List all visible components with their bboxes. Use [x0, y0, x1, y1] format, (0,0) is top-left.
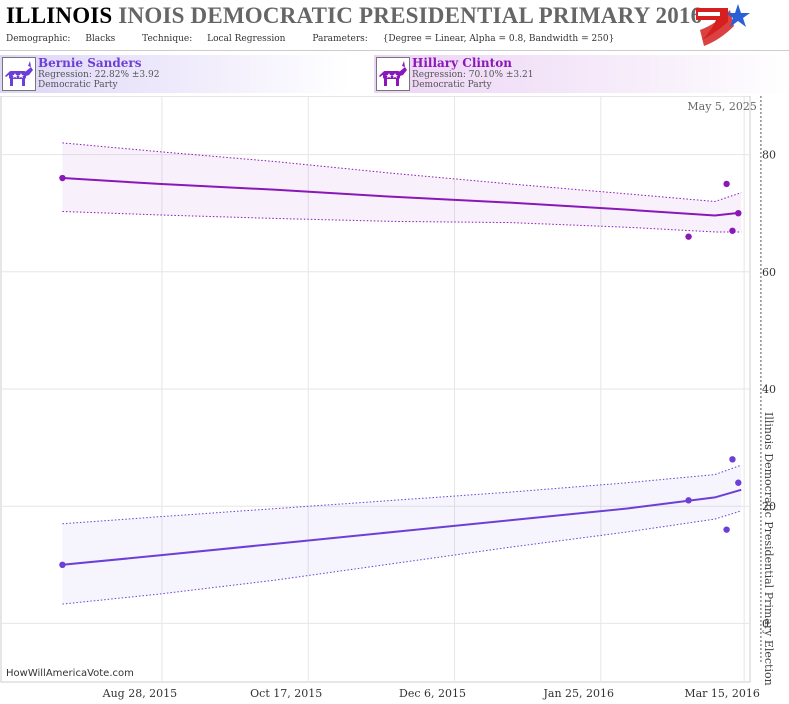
poll-point — [685, 497, 692, 504]
x-tick-label: Dec 6, 2015 — [399, 687, 466, 700]
poll-point — [729, 227, 736, 234]
title-rest: INOIS DEMOCRATIC PRESIDENTIAL PRIMARY 20… — [118, 3, 703, 28]
poll-point — [723, 180, 730, 188]
candidate-card-bg — [0, 55, 350, 93]
election-label: Illinois Democratic Presidential Primary… — [762, 412, 775, 686]
footer-site-link[interactable]: HowWillAmericaVote.com — [6, 668, 134, 679]
y-tick-label: 60 — [762, 266, 776, 279]
confidence-band — [62, 465, 742, 605]
site-logo-icon — [696, 4, 750, 46]
parameters-line: Demographic: Blacks Technique: Local Reg… — [6, 34, 638, 44]
trend-line — [62, 177, 742, 217]
candidate-party: Democratic Party — [412, 80, 492, 90]
y-tick-label: 0 — [762, 617, 769, 630]
poll-point — [59, 174, 66, 182]
page-title: ILLINOIS INOIS DEMOCRATIC PRESIDENTIAL P… — [6, 3, 702, 29]
candidate-name: Bernie Sanders — [38, 56, 142, 70]
date-label: May 5, 2025 — [687, 100, 757, 113]
x-tick-label: Aug 28, 2015 — [102, 687, 178, 700]
candidate-card-bg — [374, 55, 789, 93]
trend-line — [62, 488, 742, 566]
technique-label: Technique: — [142, 34, 193, 44]
poll-point — [59, 561, 66, 568]
poll-point — [735, 479, 742, 486]
upper-bound-line — [62, 464, 742, 525]
demographic-label: Demographic: — [6, 34, 71, 44]
poll-point — [723, 526, 730, 533]
upper-bound-line — [62, 142, 742, 202]
y-tick-label: 40 — [762, 383, 776, 396]
x-tick-label: Jan 25, 2016 — [543, 687, 615, 700]
donkey-icon — [2, 57, 36, 91]
x-tick-label: Mar 15, 2016 — [684, 687, 760, 700]
candidate-card-clinton[interactable]: Hillary Clinton Regression: 70.10% ±3.21… — [374, 55, 789, 93]
title-state: ILLINOIS — [6, 3, 113, 28]
candidate-name: Hillary Clinton — [412, 56, 512, 70]
regression-chart: 0 20 40 60 80 Aug 28, 2015 Oct 17, 2015 Dec 6, … — [0, 96, 776, 700]
header-divider — [0, 50, 789, 51]
poll-point — [685, 233, 692, 240]
demographic-value: Blacks — [85, 34, 116, 44]
x-tick-label: Oct 17, 2015 — [250, 687, 322, 700]
lower-bound-line — [62, 210, 742, 233]
candidate-party: Democratic Party — [38, 80, 118, 90]
candidate-regression: Regression: 70.10% ±3.21 — [412, 70, 534, 80]
lower-bound-line — [62, 510, 742, 605]
y-tick-label: 20 — [762, 500, 776, 513]
parameters-label: Parameters: — [312, 34, 368, 44]
poll-point — [735, 210, 742, 217]
candidate-card-sanders[interactable]: Bernie Sanders Regression: 22.82% ±3.92 … — [0, 55, 350, 93]
donkey-icon — [376, 57, 410, 91]
y-tick-label: 80 — [762, 149, 776, 162]
poll-point — [729, 456, 736, 463]
parameters-value: {Degree = Linear, Alpha = 0.8, Bandwidth… — [382, 34, 615, 44]
technique-value: Local Regression — [207, 34, 286, 44]
candidate-regression: Regression: 22.82% ±3.92 — [38, 70, 160, 80]
confidence-band — [62, 142, 742, 232]
